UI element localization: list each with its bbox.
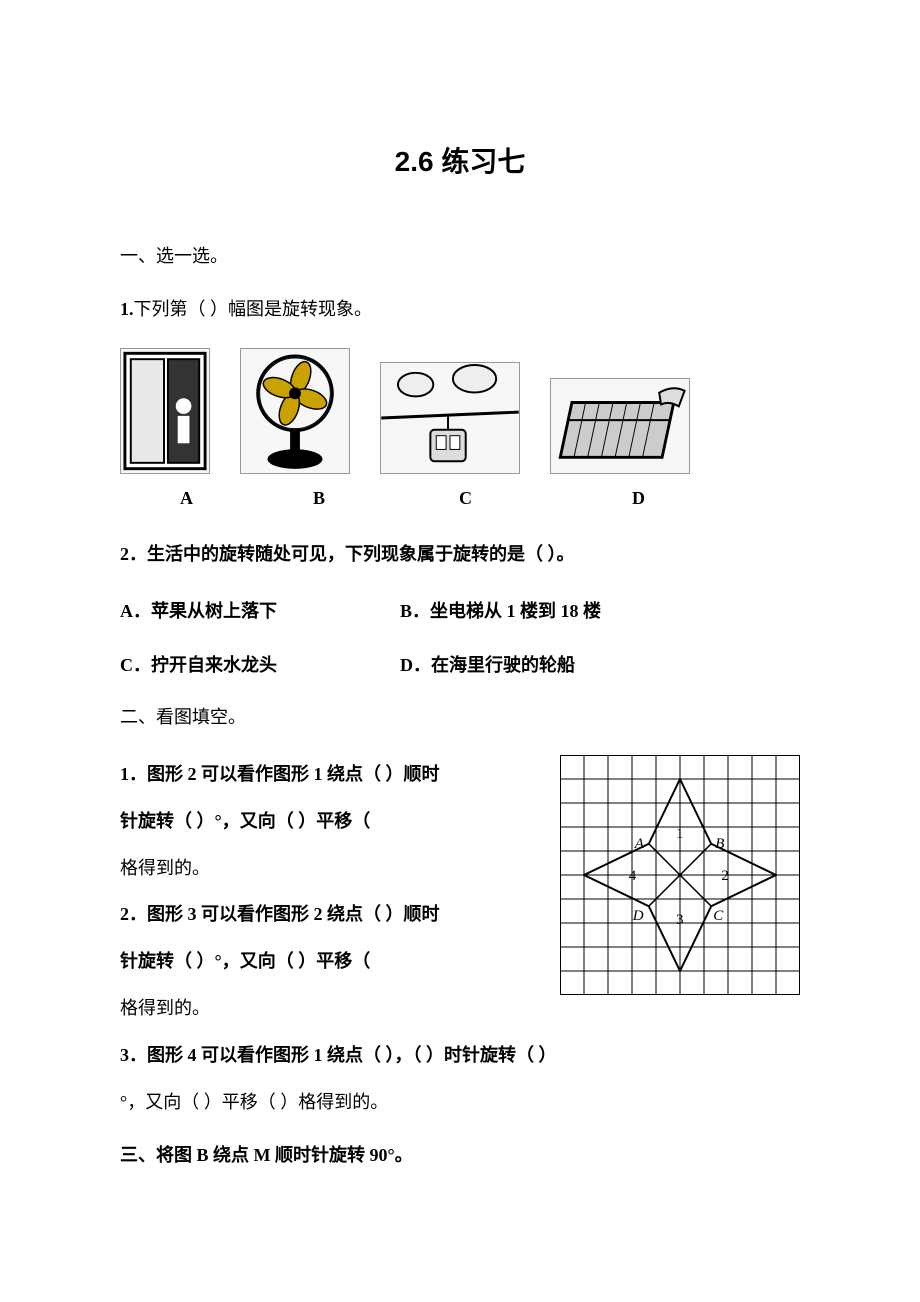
fan-icon: [240, 348, 350, 474]
opt-c: C．拧开自来水龙头: [120, 647, 400, 683]
svg-text:C: C: [713, 908, 724, 924]
q2-stem: 2．生活中的旋转随处可见，下列现象属于旋转的是（ ）。: [120, 535, 800, 575]
s2-q3-line2: °，又向（ ）平移（ ）格得到的。: [120, 1079, 800, 1126]
q1-labels: A B C D: [120, 488, 800, 509]
s2-q1-line1: 1．图形 2 可以看作图形 1 绕点（ ）顺时: [120, 751, 540, 798]
grid-figure: A B C D 1 2 3 4: [560, 755, 800, 1000]
svg-text:1: 1: [676, 826, 684, 842]
section-1-header: 一、选一选。: [120, 240, 800, 272]
q1-img-d: [550, 378, 690, 474]
opt-d: D．在海里行驶的轮船: [400, 647, 575, 683]
s2-q2-line3: 格得到的。: [120, 985, 540, 1032]
window-door-icon: [120, 348, 210, 474]
svg-text:A: A: [634, 836, 645, 852]
label-b: B: [313, 488, 325, 509]
s2-q1-line2: 针旋转（ ）°，又向（ ）平移（: [120, 798, 540, 845]
label-c: C: [459, 488, 472, 509]
q2-opts-row2: C．拧开自来水龙头 D．在海里行驶的轮船: [120, 647, 800, 683]
svg-text:3: 3: [676, 912, 684, 928]
q1-image-row: [120, 348, 800, 474]
svg-text:B: B: [715, 836, 724, 852]
page-title: 2.6 练习七: [120, 140, 800, 180]
q2-text: 生活中的旋转随处可见，下列现象属于旋转的是（ ）。: [147, 544, 575, 564]
s2-q2-line2: 针旋转（ ）°，又向（ ）平移（: [120, 938, 540, 985]
svg-text:4: 4: [629, 868, 637, 884]
s2-q1-line3: 格得到的。: [120, 845, 540, 892]
opt-a: A．苹果从树上落下: [120, 593, 400, 629]
s2-q3-line1: 3．图形 4 可以看作图形 1 绕点（ ），（ ）时针旋转（ ）: [120, 1032, 800, 1079]
s2-q3-block: 3．图形 4 可以看作图形 1 绕点（ ），（ ）时针旋转（ ） °，又向（ ）…: [120, 1032, 800, 1126]
section-2-header: 二、看图填空。: [120, 701, 800, 733]
s2-container: 1．图形 2 可以看作图形 1 绕点（ ）顺时 针旋转（ ）°，又向（ ）平移（…: [120, 751, 800, 1032]
label-d: D: [632, 488, 645, 509]
q2-opts-row1: A．苹果从树上落下 B．坐电梯从 1 楼到 18 楼: [120, 593, 800, 629]
section-3-header: 三、将图 B 绕点 M 顺时针旋转 90°。: [120, 1139, 800, 1171]
opt-b: B．坐电梯从 1 楼到 18 楼: [400, 593, 601, 629]
q1-num: 1.: [120, 299, 134, 319]
svg-text:2: 2: [721, 868, 729, 884]
star-grid-icon: A B C D 1 2 3 4: [560, 755, 800, 995]
q1-text: 下列第（ ）幅图是旋转现象。: [134, 299, 373, 319]
label-a: A: [180, 488, 193, 509]
q1-stem: 1.下列第（ ）幅图是旋转现象。: [120, 290, 800, 330]
abacus-icon: [550, 378, 690, 474]
q1-img-b: [240, 348, 350, 474]
svg-text:D: D: [632, 908, 644, 924]
s2-text-block: 1．图形 2 可以看作图形 1 绕点（ ）顺时 针旋转（ ）°，又向（ ）平移（…: [120, 751, 540, 1032]
q1-img-a: [120, 348, 210, 474]
q1-img-c: [380, 362, 520, 474]
q2-num: 2．: [120, 544, 147, 564]
cable-car-icon: [380, 362, 520, 474]
s2-q2-line1: 2．图形 3 可以看作图形 2 绕点（ ）顺时: [120, 891, 540, 938]
